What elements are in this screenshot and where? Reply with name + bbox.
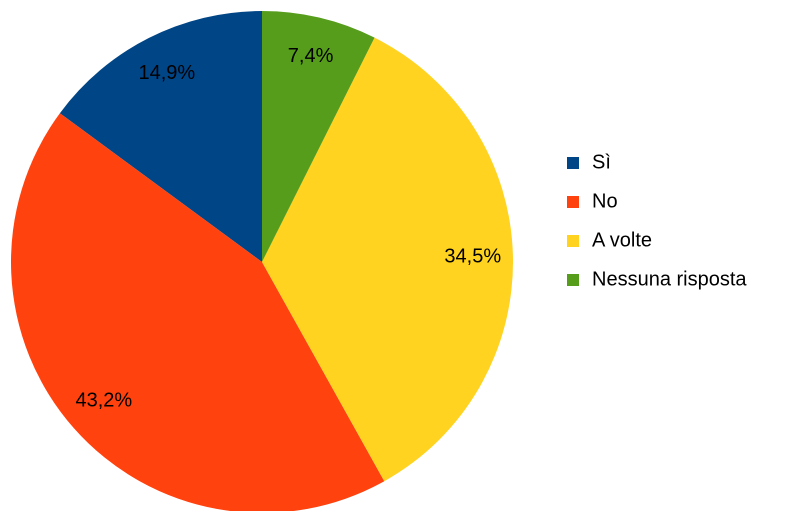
data-label: 7,4% xyxy=(288,45,334,67)
legend-label: Nessuna risposta xyxy=(592,268,747,290)
data-label: 14,9% xyxy=(139,62,196,84)
legend-swatch xyxy=(567,274,579,286)
legend-label: A volte xyxy=(592,229,652,251)
data-label: 43,2% xyxy=(75,390,132,412)
data-label: 34,5% xyxy=(444,246,501,268)
legend-label: No xyxy=(592,190,618,212)
legend-swatch xyxy=(567,157,579,169)
pie-slice xyxy=(59,11,262,262)
pie-slice xyxy=(10,113,385,514)
legend-swatch xyxy=(567,235,579,247)
pie-slice xyxy=(262,10,375,262)
legend-swatch xyxy=(567,196,579,208)
legend-label: Sì xyxy=(592,151,611,173)
pie-slice xyxy=(262,37,514,482)
